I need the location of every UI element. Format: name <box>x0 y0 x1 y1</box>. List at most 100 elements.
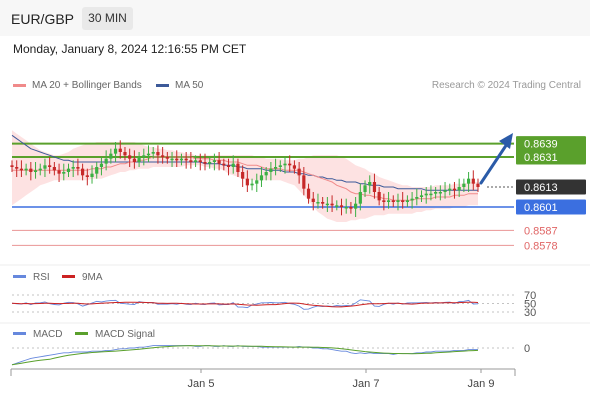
candle-84-body <box>405 200 409 202</box>
candle-66-body <box>321 202 325 204</box>
candle-26-body <box>132 158 136 162</box>
ma20-line <box>12 156 478 201</box>
candle-74-body <box>358 192 362 204</box>
credit-text: Research © 2024 Trading Central <box>431 80 581 91</box>
candle-53-body <box>259 175 264 181</box>
candle-16-body <box>85 175 89 177</box>
candle-47-body <box>231 163 235 167</box>
candle-98-body <box>471 178 475 184</box>
candle-70-body <box>339 205 344 207</box>
candle-81-body <box>391 200 395 202</box>
candle-17-body <box>90 173 94 177</box>
forecast-arrow-shaft <box>479 142 509 185</box>
candle-45-body <box>222 163 226 166</box>
candle-85-body <box>410 198 414 201</box>
candle-19-body <box>99 163 104 167</box>
candle-41-body <box>203 162 207 164</box>
candle-54-body <box>264 172 268 176</box>
candle-28-body <box>142 155 146 157</box>
candle-73-body <box>354 203 358 209</box>
candle-46-body <box>226 165 231 167</box>
macd-legend-label-1: MACD Signal <box>95 329 155 340</box>
macd-legend-swatch-1 <box>75 332 88 335</box>
candle-79-body <box>382 200 386 202</box>
interval-button[interactable]: 30 MIN <box>82 7 133 30</box>
rsi-legend-label-0: RSI <box>33 272 50 283</box>
candle-93-body <box>448 188 452 191</box>
candle-44-body <box>217 160 221 164</box>
candle-18-body <box>95 167 99 174</box>
candle-25-body <box>128 155 132 159</box>
candle-24-body <box>123 152 127 156</box>
rsi-legend-swatch-0 <box>13 275 26 278</box>
resistance-1-label: 0.8631 <box>524 152 558 164</box>
candle-67-body <box>325 203 329 206</box>
candle-13-body <box>71 167 75 169</box>
support-1-label: 0.8601 <box>524 202 558 214</box>
candle-29-body <box>146 153 151 156</box>
candle-4-body <box>29 168 33 172</box>
candle-99-body <box>476 183 480 187</box>
candle-1-body <box>15 167 19 169</box>
legend-ma50: MA 50 <box>156 80 203 91</box>
candle-62-body <box>302 175 306 189</box>
rsi-tick-50: 50 <box>524 299 536 311</box>
time-tick-label-2: Jan 9 <box>468 378 495 390</box>
candle-50-body <box>245 178 249 186</box>
resistance-1-label-bg <box>516 149 586 165</box>
candle-55-body <box>269 168 273 172</box>
candle-43-body <box>212 160 217 162</box>
candle-42-body <box>208 162 212 164</box>
candle-78-body <box>377 192 381 201</box>
candle-97-body <box>466 178 471 184</box>
candle-30-body <box>151 152 155 154</box>
candle-0-body <box>10 165 14 167</box>
candle-95-body <box>457 187 461 191</box>
candle-21-body <box>109 153 113 159</box>
chart-header: EUR/GBP 30 MIN <box>0 0 590 36</box>
candle-76-body <box>368 182 372 186</box>
candle-52-body <box>255 180 259 184</box>
candle-11-body <box>62 172 66 174</box>
legend-ma20-label: MA 20 + Bollinger Bands <box>32 80 142 91</box>
time-tick-label-0: Jan 5 <box>188 378 215 390</box>
candle-96-body <box>462 183 466 187</box>
candle-71-body <box>344 207 348 209</box>
candle-12-body <box>66 168 71 172</box>
candle-31-body <box>156 152 160 156</box>
candle-22-body <box>113 148 118 154</box>
candle-69-body <box>335 205 339 207</box>
candle-14-body <box>76 167 80 169</box>
legend-ma20-swatch <box>13 83 26 87</box>
candle-32-body <box>161 155 165 157</box>
candle-9-body <box>52 167 56 171</box>
macd-signal-line <box>11 345 479 366</box>
candle-15-body <box>81 168 85 176</box>
current-label-bg <box>516 179 586 195</box>
rsi-tick-30: 30 <box>524 307 536 319</box>
candle-94-body <box>452 188 457 191</box>
candle-92-body <box>443 190 447 192</box>
candle-57-body <box>278 165 282 167</box>
candle-20-body <box>104 158 108 164</box>
candle-59-body <box>288 163 292 166</box>
candle-33-body <box>165 157 169 159</box>
legend-ma20: MA 20 + Bollinger Bands <box>13 80 142 91</box>
candle-34-body <box>170 158 174 161</box>
symbol-label: EUR/GBP <box>11 11 75 27</box>
resistance-2-label: 0.8639 <box>524 139 558 151</box>
candle-65-body <box>316 202 320 204</box>
target-2-label: 0.8578 <box>524 240 558 252</box>
candle-86-body <box>415 197 419 199</box>
candle-80-body <box>386 200 391 202</box>
target-1-label: 0.8587 <box>524 225 558 237</box>
candle-83-body <box>401 200 405 202</box>
ma50-line <box>11 134 478 191</box>
macd-legend-label-0: MACD <box>33 329 62 340</box>
candle-56-body <box>273 167 278 169</box>
candle-40-body <box>198 160 202 162</box>
legend-ma50-label: MA 50 <box>175 80 204 91</box>
candle-75-body <box>363 185 367 192</box>
candle-72-body <box>349 207 353 209</box>
